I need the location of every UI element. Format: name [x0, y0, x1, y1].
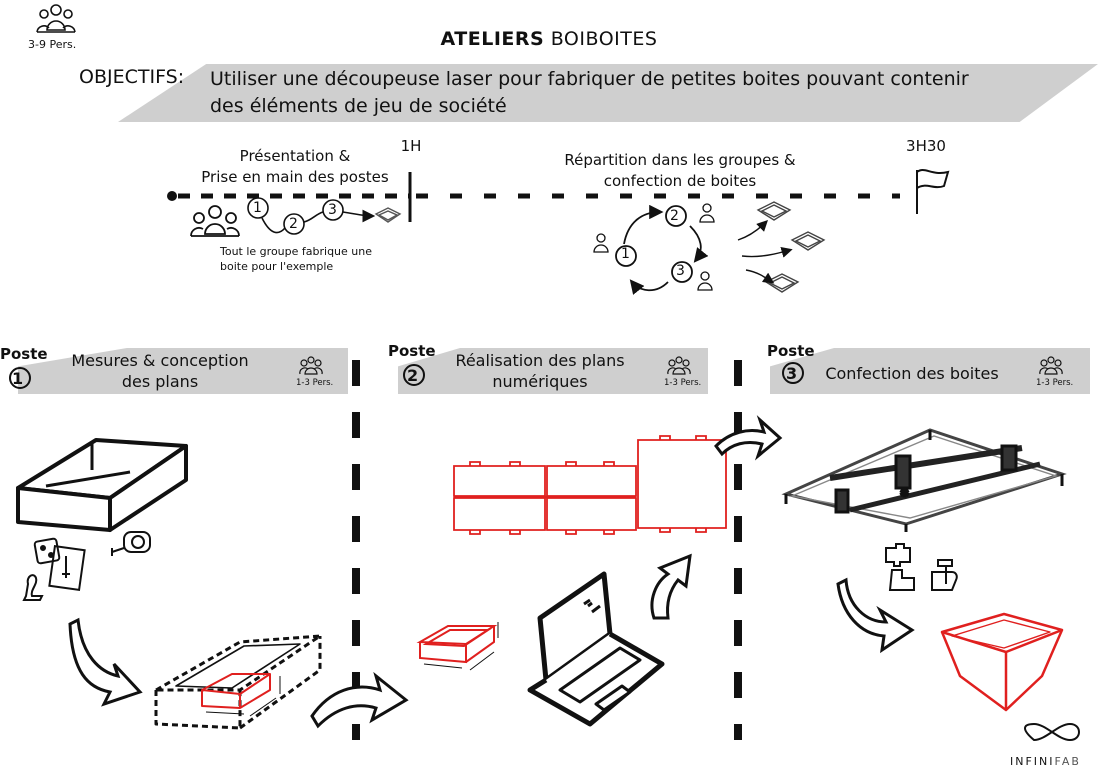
group-size-label: 3-9 Pers.: [28, 38, 77, 51]
puzzle-icon: [885, 543, 915, 591]
game-pieces-icon: [22, 537, 86, 601]
timeline-marker-end: 3H30: [906, 137, 946, 155]
laser-point: *: [901, 488, 908, 504]
empty-box-drawing: [16, 438, 188, 532]
timeline-step-2: 2: [289, 216, 298, 232]
cycle-step-2: 2: [670, 208, 679, 224]
poste-3-number: 3: [786, 364, 798, 383]
poste-3-band: [770, 348, 1090, 394]
poste-2-persons: 1-3 Pers.: [664, 378, 702, 388]
poste-1-word: Poste: [0, 345, 48, 363]
poste-2-title: Réalisation des plans numériques: [440, 350, 640, 392]
finish-flag-icon: [916, 169, 950, 214]
curved-arrow-icon: [68, 617, 143, 707]
transfer-arrow-icon: [310, 671, 409, 729]
tape-measure-icon: [111, 531, 151, 556]
poste-2-number: 2: [407, 366, 419, 385]
poste-2-title-line-1: Réalisation des plans: [455, 351, 625, 370]
title-bold: ATELIERS: [440, 28, 545, 50]
poste-2-band: [398, 348, 708, 394]
laser-cutter-machine: *: [781, 428, 1067, 532]
group-icon-timeline: [190, 205, 240, 237]
poste-1-header: Poste: [0, 345, 48, 363]
person-icons: [593, 203, 715, 291]
timeline-step-3: 3: [328, 202, 337, 218]
poste-1-title-line-2: des plans: [121, 372, 199, 391]
brand-name-b: FAB: [1054, 755, 1081, 768]
poste-3-persons: 1-3 Pers.: [1036, 378, 1074, 388]
poste-1-title: Mesures & conception des plans: [50, 350, 270, 392]
page-title: ATELIERS BOIBOITES: [0, 28, 1098, 50]
timeline-mid-line-2: confection de boites: [603, 172, 757, 190]
poste-1-persons: 1-3 Pers.: [296, 378, 334, 388]
timeline-start-label: Présentation & Prise en main des postes: [180, 146, 410, 188]
poste-2-badge: [403, 364, 425, 386]
cycle-step-3: 3: [676, 263, 685, 279]
poste-1-title-line-1: Mesures & conception: [71, 351, 249, 370]
output-boxes: [737, 201, 826, 293]
poste-1-number: 1: [12, 369, 24, 388]
timeline-step-1: 1: [253, 200, 262, 216]
poste-3-badge: [782, 362, 804, 384]
timeline-start-dot: [167, 191, 177, 201]
cycle-diagram: [615, 204, 709, 295]
title-rest: BOIBOITES: [550, 28, 658, 50]
up-arrow-icon: [650, 553, 692, 620]
to-machine-arrow-icon: [714, 415, 783, 461]
example-note: Tout le groupe fabrique une boite pour l…: [220, 244, 410, 274]
poste-1-badge: [9, 367, 31, 389]
objectives-text: Utiliser une découpeuse laser pour fabri…: [210, 66, 1070, 120]
box-plan-drawing: [154, 634, 322, 730]
timeline-start-line-1: Présentation &: [239, 147, 351, 165]
laptop-icon: [527, 571, 665, 727]
red-small-box: [416, 622, 499, 671]
example-note-line-1: Tout le groupe fabrique une: [220, 245, 372, 258]
group-icon: [36, 2, 76, 36]
laser-cut-plans: [453, 435, 727, 535]
timeline-mid-label: Répartition dans les groupes & confectio…: [540, 150, 820, 192]
poste-2-title-line-2: numériques: [492, 372, 588, 391]
timeline-marker-1h: 1H: [400, 137, 422, 155]
box-icon-small: [374, 207, 402, 223]
timeline-line: [167, 172, 900, 222]
objectives-line-2: des éléments de jeu de société: [210, 95, 507, 117]
brand-name-a: INFINI: [1010, 755, 1055, 768]
objectives-label: OBJECTIFS:: [79, 66, 185, 88]
finished-box-drawing: [940, 612, 1064, 712]
objectives-line-1: Utiliser une découpeuse laser pour fabri…: [210, 68, 969, 90]
example-note-line-2: boite pour l'exemple: [220, 260, 334, 273]
hammer-hand-icon: [931, 559, 958, 591]
down-arrow-icon: [836, 577, 915, 654]
timeline-steps-path: [247, 197, 376, 235]
objectives-band: [118, 64, 1098, 122]
poste-group-icons: [299, 356, 1063, 375]
timeline-mid-line-1: Répartition dans les groupes &: [564, 151, 796, 169]
brand-logo-text: INFINIFAB: [1010, 755, 1081, 768]
poste-3-word: Poste: [767, 342, 815, 360]
poste-2-word: Poste: [388, 342, 436, 360]
timeline-start-line-2: Prise en main des postes: [201, 168, 389, 186]
infinifab-logo-icon: [1024, 722, 1080, 742]
cycle-step-1: 1: [621, 246, 630, 262]
poste-3-title: Confection des boites: [825, 364, 999, 383]
